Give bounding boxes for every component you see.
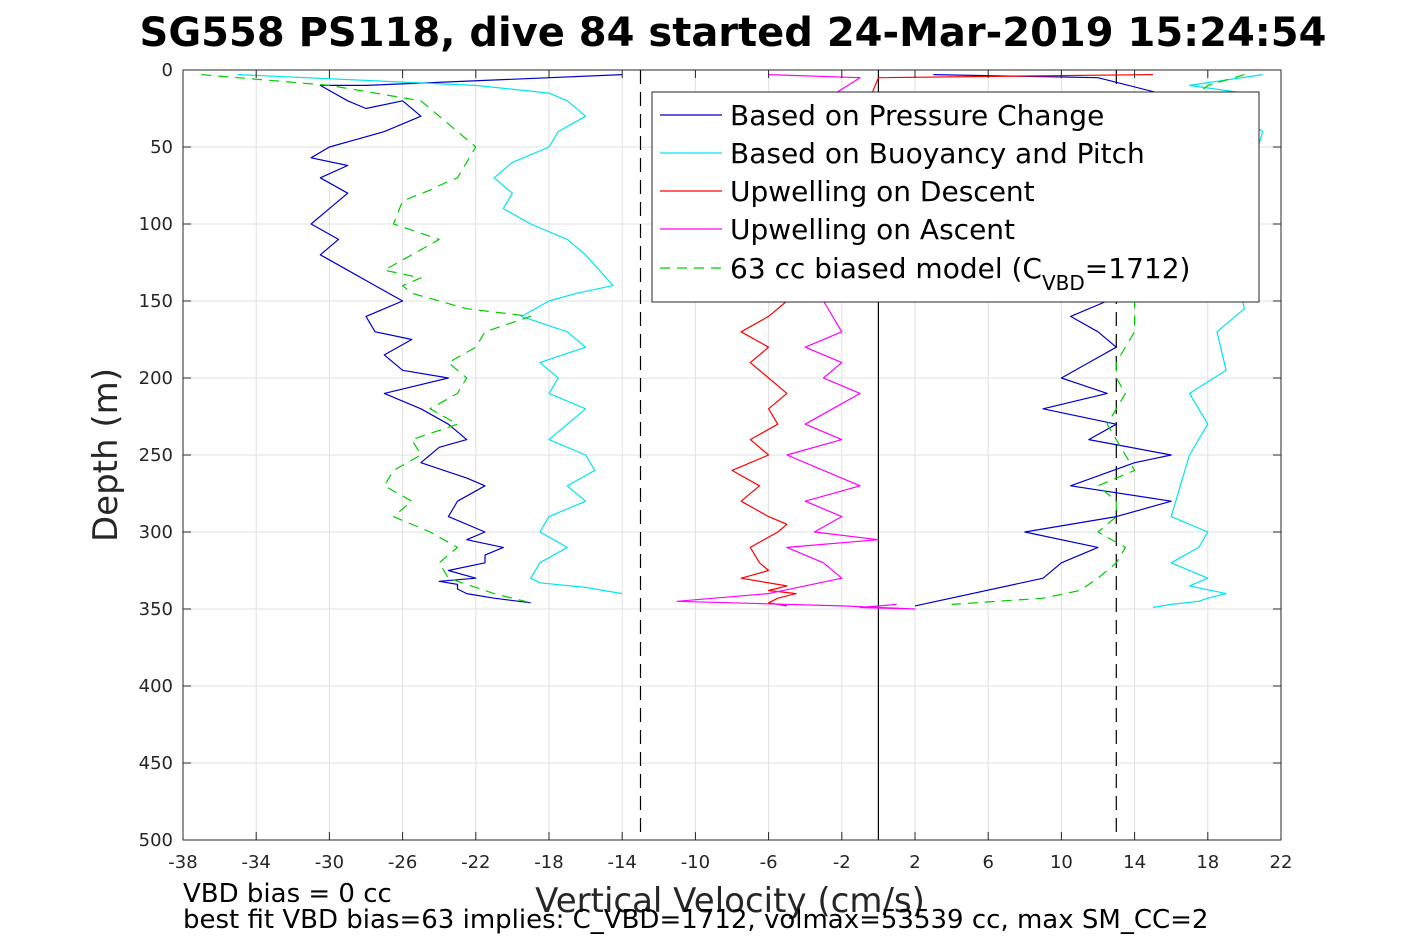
x-tick-label: -34 bbox=[241, 852, 270, 873]
x-tick-label: -10 bbox=[681, 852, 710, 873]
x-tick-label: -2 bbox=[833, 852, 851, 873]
chart-title: SG558 PS118, dive 84 started 24-Mar-2019… bbox=[140, 10, 1327, 56]
legend-label: Upwelling on Descent bbox=[730, 175, 1035, 208]
series-line-4 bbox=[951, 74, 1245, 605]
legend: Based on Pressure Change Based on Buoyanc… bbox=[651, 91, 1260, 303]
y-tick-label: 500 bbox=[139, 830, 173, 851]
x-axis-ticks: -38 -34 -30 -26 -22 -18 -14 -10 -6 -2 2 6 10 14 18 22 bbox=[168, 70, 1292, 873]
y-axis-ticks: 0 50 100 150 200 250 300 350 400 450 500 bbox=[139, 60, 1281, 851]
y-tick-label: 100 bbox=[139, 214, 173, 235]
x-tick-label: -26 bbox=[388, 852, 417, 873]
footer-line-1: VBD bias = 0 cc bbox=[183, 879, 392, 909]
x-tick-label: -14 bbox=[607, 852, 636, 873]
legend-box bbox=[651, 91, 1260, 303]
x-tick-label: -22 bbox=[461, 852, 490, 873]
series-line-0 bbox=[310, 74, 623, 604]
legend-label: Based on Buoyancy and Pitch bbox=[730, 137, 1145, 170]
legend-label-model: 63 cc biased model (CVBD=1712) bbox=[730, 252, 1190, 295]
y-tick-label: 300 bbox=[139, 522, 173, 543]
series-line-1 bbox=[1152, 74, 1264, 609]
series-line-2 bbox=[731, 74, 1153, 607]
x-tick-label: 22 bbox=[1270, 852, 1293, 873]
legend-label: Based on Pressure Change bbox=[730, 99, 1104, 132]
x-tick-label: -18 bbox=[534, 852, 563, 873]
legend-model-suffix: =1712) bbox=[1085, 252, 1191, 285]
y-tick-label: 450 bbox=[139, 753, 173, 774]
y-tick-label: 200 bbox=[139, 368, 173, 389]
series-line-1 bbox=[237, 74, 623, 595]
y-tick-label: 400 bbox=[139, 676, 173, 697]
y-tick-label: 250 bbox=[139, 445, 173, 466]
y-tick-label: 50 bbox=[150, 137, 173, 158]
x-tick-label: 6 bbox=[982, 852, 993, 873]
legend-items: Based on Pressure Change Based on Buoyanc… bbox=[660, 99, 1145, 246]
x-axis-label: Vertical Velocity (cm/s) bbox=[535, 881, 925, 921]
x-tick-label: 18 bbox=[1196, 852, 1219, 873]
y-axis-label: Depth (m) bbox=[86, 368, 126, 542]
x-tick-label: -6 bbox=[760, 852, 778, 873]
legend-model-prefix: 63 cc biased model (C bbox=[730, 252, 1042, 285]
x-tick-label: 10 bbox=[1050, 852, 1073, 873]
y-tick-label: 150 bbox=[139, 291, 173, 312]
series-line-4 bbox=[201, 74, 532, 604]
legend-label: Upwelling on Ascent bbox=[730, 213, 1015, 246]
y-tick-label: 0 bbox=[162, 60, 173, 81]
x-tick-label: 2 bbox=[909, 852, 920, 873]
footer-line-2: best fit VBD bias=63 implies: C_VBD=1712… bbox=[183, 905, 1208, 935]
y-tick-label: 350 bbox=[139, 599, 173, 620]
x-tick-label: -30 bbox=[315, 852, 344, 873]
legend-model-subscript: VBD bbox=[1042, 271, 1085, 295]
x-tick-label: 14 bbox=[1123, 852, 1146, 873]
x-tick-label: -38 bbox=[168, 852, 197, 873]
